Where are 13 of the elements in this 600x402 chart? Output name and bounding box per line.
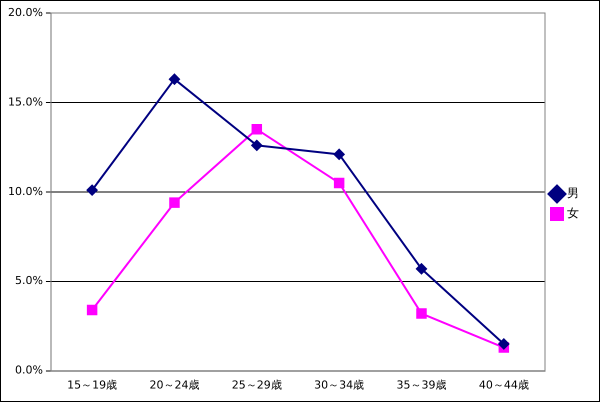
x-tick-label: 40～44歳 [478,378,529,392]
y-tick-label: 10.0% [8,184,43,198]
x-tick-label: 30～34歳 [314,378,364,392]
y-tick-label: 0.0% [14,364,43,377]
y-tick-label: 20.0% [8,6,43,19]
x-tick-label: 15～19歳 [67,378,118,392]
legend-label: 男 [567,186,579,200]
x-tick-label: 25～29歳 [232,378,282,392]
x-tick-label: 35～39歳 [396,378,446,392]
legend-label: 女 [567,206,579,220]
x-tick-label: 20～24歳 [149,378,200,392]
y-tick-label: 5.0% [14,274,43,288]
y-tick-label: 15.0% [8,95,43,108]
